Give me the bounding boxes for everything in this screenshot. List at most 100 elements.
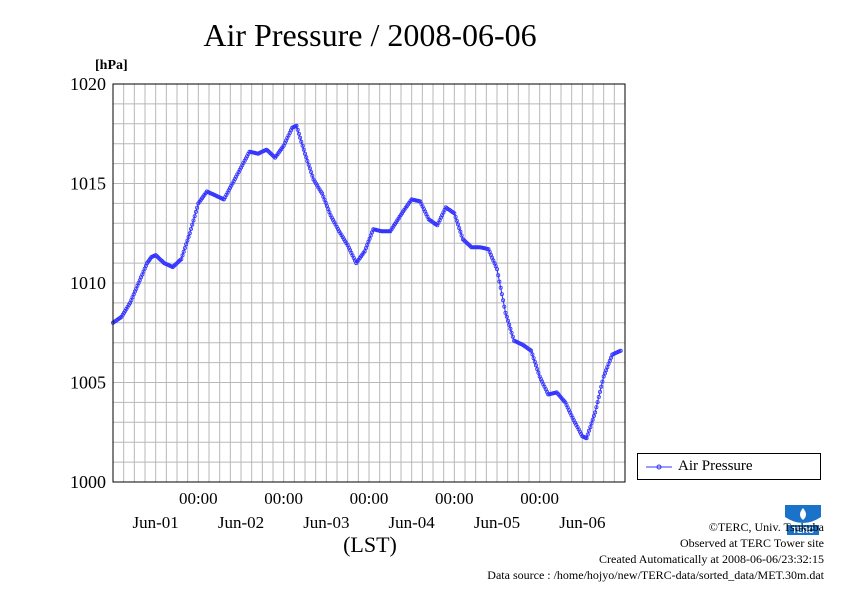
terc-logo: TERC — [783, 503, 823, 537]
series-line — [112, 125, 621, 439]
data-point — [502, 304, 507, 309]
series-air-pressure — [111, 123, 623, 441]
data-point — [458, 229, 463, 234]
data-point — [504, 314, 509, 319]
data-point — [530, 352, 535, 357]
data-point — [294, 123, 299, 128]
data-point — [296, 131, 301, 136]
y-tick-label: 1020 — [70, 74, 106, 94]
x-tick-day: Jun-03 — [303, 513, 349, 532]
data-point — [453, 214, 458, 219]
chart-title: Air Pressure / 2008-06-06 — [203, 17, 536, 53]
x-tick-time: 00:00 — [435, 489, 474, 508]
data-point — [320, 191, 325, 196]
data-point — [531, 356, 536, 361]
data-point — [310, 173, 315, 178]
data-point — [494, 267, 499, 272]
data-point — [302, 151, 307, 156]
footer: ©TERC, Univ. Tsukuba Observed at TERC To… — [487, 519, 824, 583]
data-point — [181, 249, 186, 254]
legend-swatch — [646, 464, 672, 470]
data-point — [618, 348, 623, 353]
data-point — [307, 166, 312, 171]
data-point — [382, 229, 387, 234]
data-point — [507, 322, 512, 327]
data-point — [305, 158, 310, 163]
data-point — [185, 238, 190, 243]
data-point — [509, 330, 514, 335]
data-point — [195, 205, 200, 210]
data-point — [459, 233, 464, 238]
data-point — [590, 417, 595, 422]
data-point — [192, 214, 197, 219]
data-point — [501, 298, 506, 303]
data-point — [532, 359, 537, 364]
footer-source: Data source : /home/hojyo/new/TERC-data/… — [487, 568, 824, 582]
data-point — [180, 253, 185, 258]
data-point — [306, 162, 311, 167]
y-tick-label: 1015 — [70, 174, 106, 194]
grid — [113, 84, 625, 482]
data-point — [455, 222, 460, 227]
data-point — [595, 400, 600, 405]
data-point — [497, 279, 502, 284]
data-point — [186, 234, 191, 239]
data-point — [588, 425, 593, 430]
x-tick-day: Jun-04 — [389, 513, 436, 532]
x-tick-time: 00:00 — [264, 489, 303, 508]
data-point — [191, 218, 196, 223]
data-point — [309, 170, 314, 175]
footer-copyright: ©TERC, Univ. Tsukuba — [708, 520, 824, 534]
svg-text:TERC: TERC — [792, 526, 814, 535]
data-point — [505, 318, 510, 323]
data-point — [182, 245, 187, 250]
data-point — [188, 226, 193, 231]
data-point — [593, 410, 598, 415]
data-point — [598, 389, 603, 394]
data-point — [594, 405, 599, 410]
data-point — [187, 231, 192, 236]
x-tick-day: Jun-05 — [474, 513, 520, 532]
data-point — [298, 135, 303, 140]
x-tick-labels: Jun-0100:00Jun-0200:00Jun-0300:00Jun-040… — [133, 489, 606, 532]
data-point — [193, 209, 198, 214]
x-tick-time: 00:00 — [350, 489, 389, 508]
footer-created: Created Automatically at 2008-06-06/23:3… — [599, 552, 824, 566]
y-tick-label: 1000 — [70, 472, 106, 492]
data-point — [599, 384, 604, 389]
data-point — [304, 155, 309, 160]
data-point — [499, 292, 504, 297]
data-point — [536, 370, 541, 375]
data-point — [179, 257, 184, 262]
data-point — [591, 413, 596, 418]
data-point — [534, 363, 539, 368]
data-point — [596, 394, 601, 399]
x-tick-time: 00:00 — [520, 489, 559, 508]
y-axis-unit: [hPa] — [95, 58, 128, 73]
data-point — [585, 432, 590, 437]
data-point — [510, 334, 515, 339]
legend-label: Air Pressure — [678, 458, 753, 474]
data-point — [184, 242, 189, 247]
data-point — [535, 367, 540, 372]
x-tick-time: 00:00 — [179, 489, 218, 508]
data-point — [496, 273, 501, 278]
y-tick-label: 1005 — [70, 373, 106, 393]
data-point — [529, 348, 534, 353]
data-point — [452, 211, 457, 216]
data-point — [457, 226, 462, 231]
footer-site: Observed at TERC Tower site — [679, 536, 824, 550]
data-point — [301, 147, 306, 152]
x-tick-day: Jun-01 — [133, 513, 179, 532]
data-point — [471, 245, 476, 250]
legend: Air Pressure — [637, 453, 821, 480]
data-point — [587, 428, 592, 433]
data-point — [498, 285, 503, 290]
y-tick-label: 1010 — [70, 273, 106, 293]
data-point — [299, 139, 304, 144]
data-point — [508, 326, 513, 331]
data-point — [589, 421, 594, 426]
data-point — [362, 249, 367, 254]
data-point — [454, 218, 459, 223]
